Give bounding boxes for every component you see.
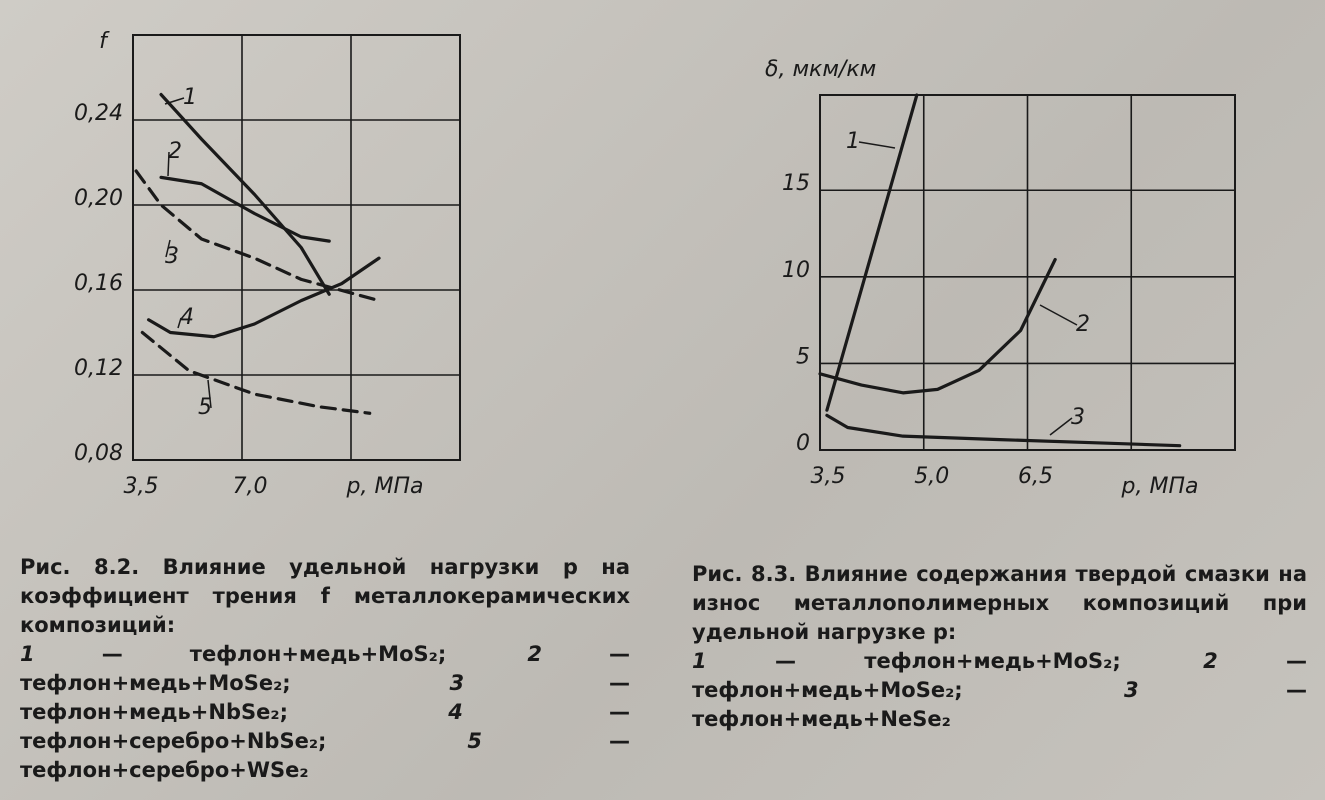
dash: — [1217, 649, 1308, 673]
caption-title: Рис. 8.2. Влияние удельной нагрузки p на… [20, 555, 630, 637]
legend-text: тефлон+медь+NeSe₂ [692, 707, 951, 731]
legend-entry: 4 — тефлон+серебро+NbSe₂; [20, 700, 630, 753]
series-line [134, 169, 381, 303]
y-tick-label: 0,16 [74, 271, 123, 296]
legend-number: 4 [448, 700, 463, 724]
legend-number: 1 [692, 649, 707, 673]
y-tick-label: 0 [796, 431, 810, 456]
series-label: 3 [165, 244, 179, 269]
legend-entry: 3 — тефлон+медь+NeSe₂ [692, 678, 1307, 731]
dash: — [464, 671, 631, 695]
label-leader [165, 239, 171, 258]
x-tick-label: 3,5 [811, 464, 846, 489]
dash: — [1138, 678, 1308, 702]
dash: — [541, 642, 631, 666]
series-line [825, 93, 919, 412]
series-line [159, 175, 331, 243]
series-label: 5 [198, 395, 212, 420]
caption: Рис. 8.2. Влияние удельной нагрузки p на… [20, 553, 630, 785]
y-tick-label: 15 [782, 171, 810, 196]
series-line [818, 257, 1057, 395]
legend-number: 2 [527, 642, 542, 666]
legend-entry: 2 — тефлон+медь+MoSe₂; [692, 649, 1307, 702]
series-line [140, 330, 372, 415]
legend-text: тефлон+серебро+WSe₂ [20, 758, 309, 782]
caption-legend: 1 — тефлон+медь+MoS₂; 2 — тефлон+медь+Mo… [692, 647, 1307, 734]
y-tick-label: 0,24 [74, 101, 123, 126]
series-label: 1 [183, 85, 197, 110]
legend-entry: 5 — тефлон+серебро+WSe₂ [20, 729, 630, 782]
y-axis-label: f [99, 29, 110, 54]
x-tick-label: 7,0 [233, 474, 268, 499]
legend-number: 3 [1124, 678, 1139, 702]
x-tick-label: 6,5 [1018, 464, 1053, 489]
series-label: 3 [1071, 405, 1085, 430]
plot-frame [819, 94, 1236, 451]
legend-text: тефлон+медь+MoSe₂; [692, 678, 963, 702]
legend-number: 2 [1203, 649, 1218, 673]
dash: — [706, 649, 865, 673]
label-leader [207, 379, 212, 409]
label-leader [164, 97, 185, 105]
legend-text: тефлон+медь+NbSe₂; [20, 700, 288, 724]
series-label: 2 [168, 139, 182, 164]
plot-frame [132, 34, 461, 461]
series-line [159, 92, 331, 296]
legend-text: тефлон+медь+MoS₂; [864, 649, 1121, 673]
label-leader [858, 141, 896, 149]
caption: Рис. 8.3. Влияние содержания твердой сма… [692, 560, 1307, 734]
charts: 3,5 7,0 0,08 0,12 0,16 0,20 0,24 f p, МПа 1 2 3 4 5 3,… [74, 29, 1236, 499]
legend-text: тефлон+медь+MoSe₂; [20, 671, 291, 695]
label-leader [1039, 304, 1078, 326]
series-line [825, 413, 1182, 448]
legend-text: тефлон+серебро+NbSe₂; [20, 729, 327, 753]
x-tick-label: 3,5 [124, 474, 159, 499]
series-line [146, 256, 381, 339]
x-axis-label: p, МПа [346, 474, 424, 499]
caption-legend: 1 — тефлон+медь+MoS₂; 2 — тефлон+медь+Mo… [20, 640, 630, 785]
legend-entry: 3 — тефлон+медь+NbSe₂; [20, 671, 630, 724]
legend-text: тефлон+медь+MoS₂; [189, 642, 447, 666]
label-leader [1049, 417, 1073, 436]
label-leader [177, 317, 182, 329]
series-label: 2 [1076, 312, 1090, 337]
y-axis-label: δ, мкм/км [765, 57, 876, 82]
legend-number: 5 [467, 729, 483, 753]
label-leader [167, 151, 170, 177]
legend-entry: 1 — тефлон+медь+MoS₂; [20, 642, 446, 666]
legend-entry: 2 — тефлон+медь+MoSe₂; [20, 642, 630, 695]
caption-title: Рис. 8.3. Влияние содержания твердой сма… [692, 562, 1307, 644]
dash: — [34, 642, 190, 666]
dash: — [462, 700, 631, 724]
y-tick-label: 0,12 [74, 356, 123, 381]
y-tick-label: 5 [796, 344, 810, 369]
y-tick-label: 10 [782, 258, 810, 283]
series-label: 1 [846, 129, 860, 154]
y-tick-label: 0,08 [74, 441, 123, 466]
dash: — [482, 729, 631, 753]
legend-entry: 1 — тефлон+медь+MoS₂; [692, 649, 1121, 673]
x-tick-label: 5,0 [914, 464, 949, 489]
x-axis-label: p, МПа [1121, 474, 1199, 499]
legend-number: 1 [20, 642, 35, 666]
series-label: 4 [180, 305, 194, 330]
y-tick-label: 0,20 [74, 186, 123, 211]
legend-number: 3 [449, 671, 465, 695]
